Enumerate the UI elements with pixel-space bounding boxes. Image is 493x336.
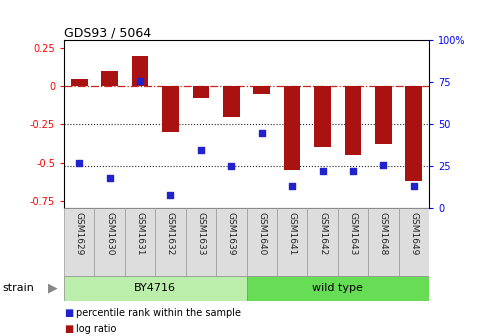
Bar bbox=[398, 208, 429, 277]
Text: GSM1649: GSM1649 bbox=[409, 212, 418, 255]
Bar bbox=[405, 86, 422, 181]
Bar bbox=[64, 276, 246, 301]
Bar bbox=[102, 71, 118, 86]
Bar bbox=[277, 208, 307, 277]
Bar bbox=[64, 208, 95, 277]
Text: GSM1632: GSM1632 bbox=[166, 212, 175, 255]
Text: GSM1643: GSM1643 bbox=[349, 212, 357, 255]
Bar bbox=[216, 208, 246, 277]
Bar bbox=[246, 276, 429, 301]
Point bbox=[75, 160, 83, 166]
Bar bbox=[375, 86, 391, 144]
Point bbox=[380, 162, 387, 167]
Point bbox=[106, 175, 113, 181]
Text: GSM1642: GSM1642 bbox=[318, 212, 327, 255]
Bar bbox=[345, 86, 361, 155]
Text: GSM1639: GSM1639 bbox=[227, 212, 236, 255]
Bar bbox=[162, 86, 179, 132]
Bar bbox=[155, 208, 186, 277]
Point bbox=[136, 78, 144, 83]
Bar bbox=[71, 79, 88, 86]
Bar bbox=[246, 208, 277, 277]
Point bbox=[349, 169, 357, 174]
Bar bbox=[284, 86, 300, 170]
Text: GSM1640: GSM1640 bbox=[257, 212, 266, 255]
Bar bbox=[193, 86, 209, 98]
Bar bbox=[307, 208, 338, 277]
Point bbox=[197, 147, 205, 152]
Bar bbox=[132, 55, 148, 86]
Text: GSM1629: GSM1629 bbox=[75, 212, 84, 255]
Text: GSM1641: GSM1641 bbox=[287, 212, 297, 255]
Text: GSM1631: GSM1631 bbox=[136, 212, 144, 255]
Point bbox=[410, 184, 418, 189]
Bar bbox=[223, 86, 240, 117]
Point bbox=[288, 184, 296, 189]
Point bbox=[318, 169, 326, 174]
Bar bbox=[338, 208, 368, 277]
Text: percentile rank within the sample: percentile rank within the sample bbox=[76, 308, 242, 318]
Point bbox=[258, 130, 266, 135]
Text: wild type: wild type bbox=[312, 283, 363, 293]
Text: GSM1648: GSM1648 bbox=[379, 212, 388, 255]
Bar bbox=[186, 208, 216, 277]
Bar bbox=[95, 208, 125, 277]
Text: GSM1633: GSM1633 bbox=[196, 212, 206, 255]
Bar bbox=[314, 86, 331, 147]
Text: log ratio: log ratio bbox=[76, 324, 117, 334]
Bar bbox=[125, 208, 155, 277]
Text: GDS93 / 5064: GDS93 / 5064 bbox=[64, 26, 151, 39]
Point bbox=[227, 164, 235, 169]
Text: strain: strain bbox=[2, 283, 35, 293]
Text: BY4716: BY4716 bbox=[134, 283, 176, 293]
Text: ▶: ▶ bbox=[48, 282, 58, 295]
Text: GSM1630: GSM1630 bbox=[105, 212, 114, 255]
Text: ■: ■ bbox=[64, 324, 73, 334]
Text: ■: ■ bbox=[64, 308, 73, 318]
Bar bbox=[368, 208, 398, 277]
Bar bbox=[253, 86, 270, 94]
Point bbox=[167, 192, 175, 198]
